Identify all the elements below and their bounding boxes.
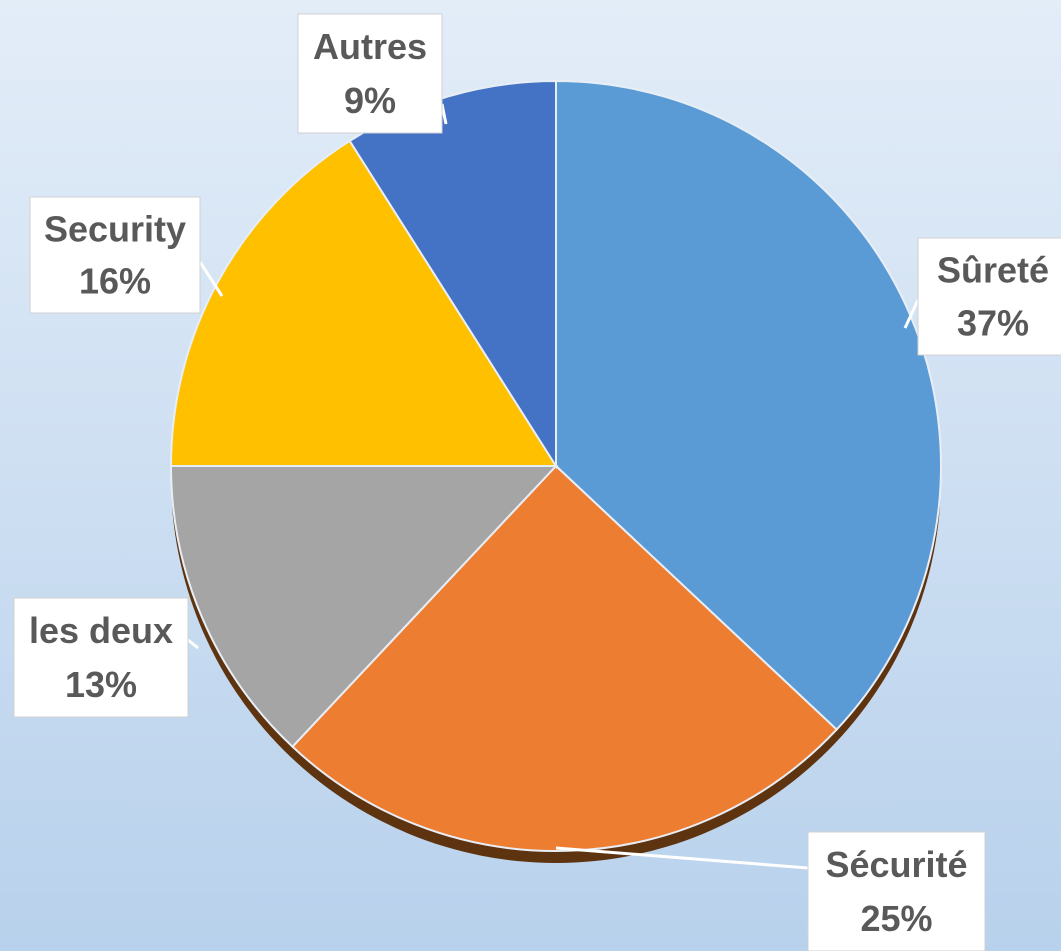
label-box [917,237,1061,356]
slice-value: 9% [344,80,396,121]
pie-slice [169,465,559,749]
pie-slice [291,464,839,852]
slice-label: Sûreté [937,250,1049,291]
slice-label: Security [44,208,186,249]
slice-label: les deux [29,610,173,651]
label-box [297,13,443,134]
slice-value: 25% [860,898,932,939]
leader-line [187,638,199,650]
slice-value: 13% [65,664,137,705]
leader-line [903,299,920,329]
slice-label: Autres [313,26,427,67]
slice-label: Sécurité [825,844,967,885]
label-box [29,196,201,314]
slice-value: 16% [79,261,151,302]
pie-slice [169,139,558,467]
pie-slice [555,79,942,731]
label-box [807,831,986,951]
leader-line [555,846,809,870]
label-box [13,597,189,718]
leader-line [198,261,224,297]
leader-line [440,103,448,125]
slice-value: 37% [957,302,1029,343]
